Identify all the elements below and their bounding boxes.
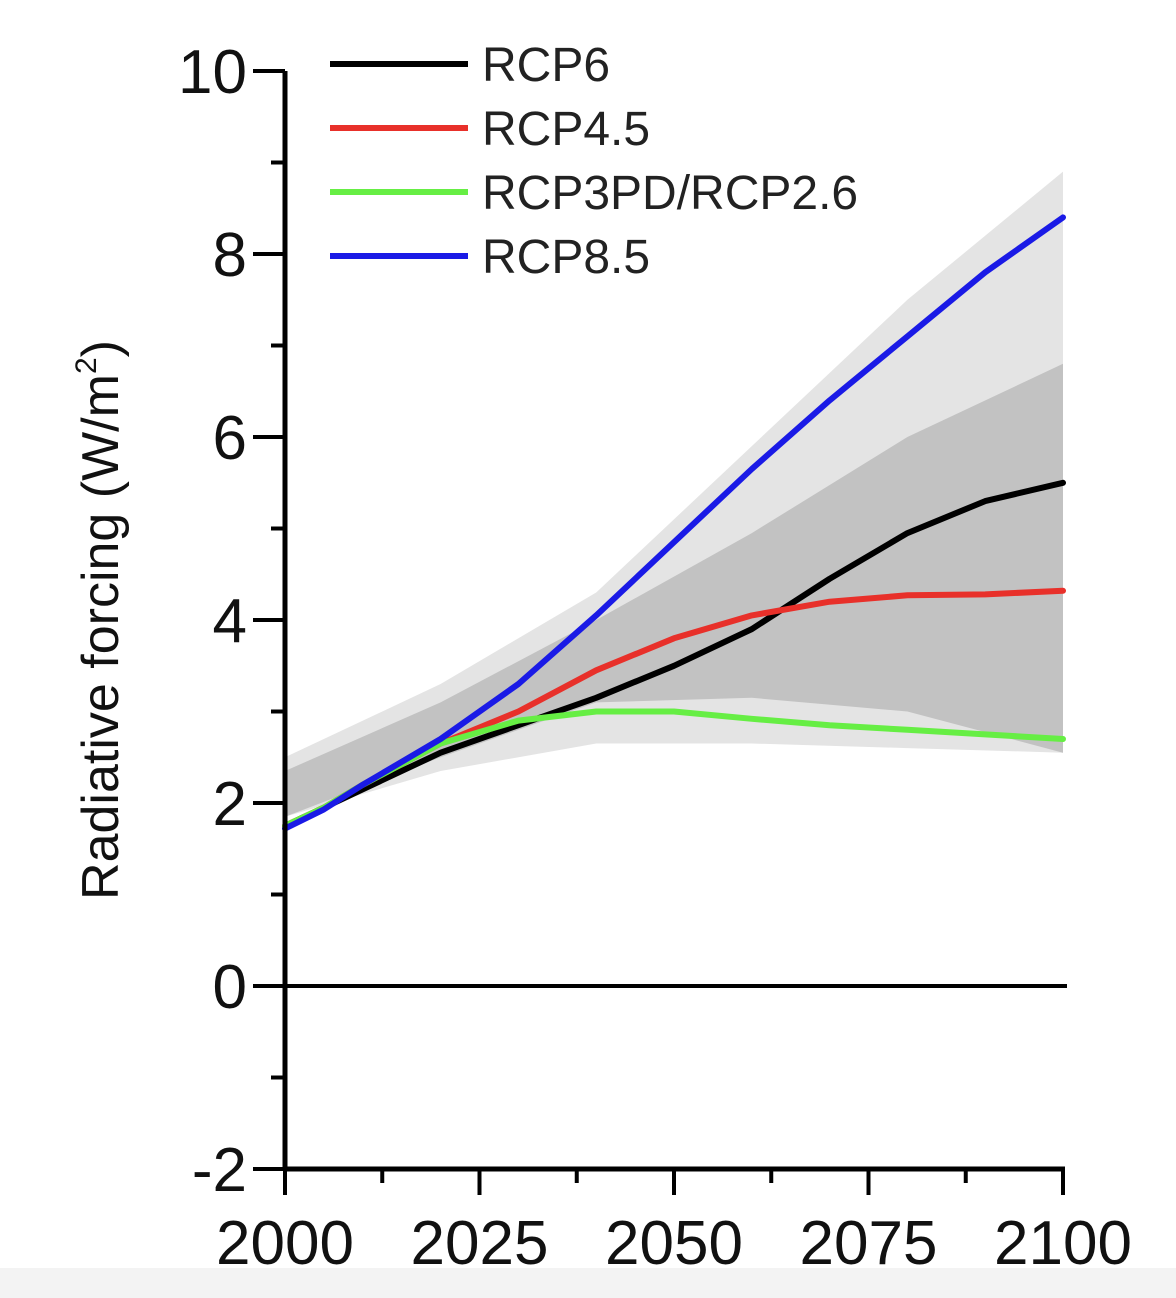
x-tick-label: 2100 bbox=[994, 1209, 1132, 1278]
legend-label: RCP6 bbox=[482, 39, 610, 92]
x-tick-label: 2000 bbox=[216, 1209, 354, 1278]
axes: -2 0 2 4 6 8 10 2000 2025 2050 2075 2100 bbox=[178, 38, 1132, 1278]
y-tick-label: 0 bbox=[213, 953, 247, 1022]
y-tick-label: 10 bbox=[178, 38, 247, 107]
y-tick-label: -2 bbox=[192, 1136, 247, 1205]
series-lines bbox=[282, 214, 1066, 832]
y-tick-label: 8 bbox=[213, 221, 247, 290]
uncertainty-bands bbox=[285, 171, 1063, 817]
x-tick-label: 2025 bbox=[411, 1209, 549, 1278]
legend-label: RCP8.5 bbox=[482, 231, 650, 284]
legend-label: RCP3PD/RCP2.6 bbox=[482, 167, 858, 220]
y-tick-label: 2 bbox=[213, 770, 247, 839]
x-tick-label: 2050 bbox=[605, 1209, 743, 1278]
y-tick-label: 4 bbox=[213, 587, 247, 656]
x-tick-label: 2075 bbox=[800, 1209, 938, 1278]
legend-label: RCP4.5 bbox=[482, 103, 650, 156]
legend: RCP6 RCP4.5 RCP3PD/RCP2.6 RCP8.5 bbox=[330, 39, 858, 284]
y-axis-label: Radiative forcing (W/m2) bbox=[70, 340, 130, 900]
bottom-strip bbox=[0, 1268, 1176, 1298]
y-tick-label: 6 bbox=[213, 404, 247, 473]
series-line-rcp8-5 bbox=[282, 214, 1066, 832]
uncertainty-band-2 bbox=[285, 363, 1063, 817]
